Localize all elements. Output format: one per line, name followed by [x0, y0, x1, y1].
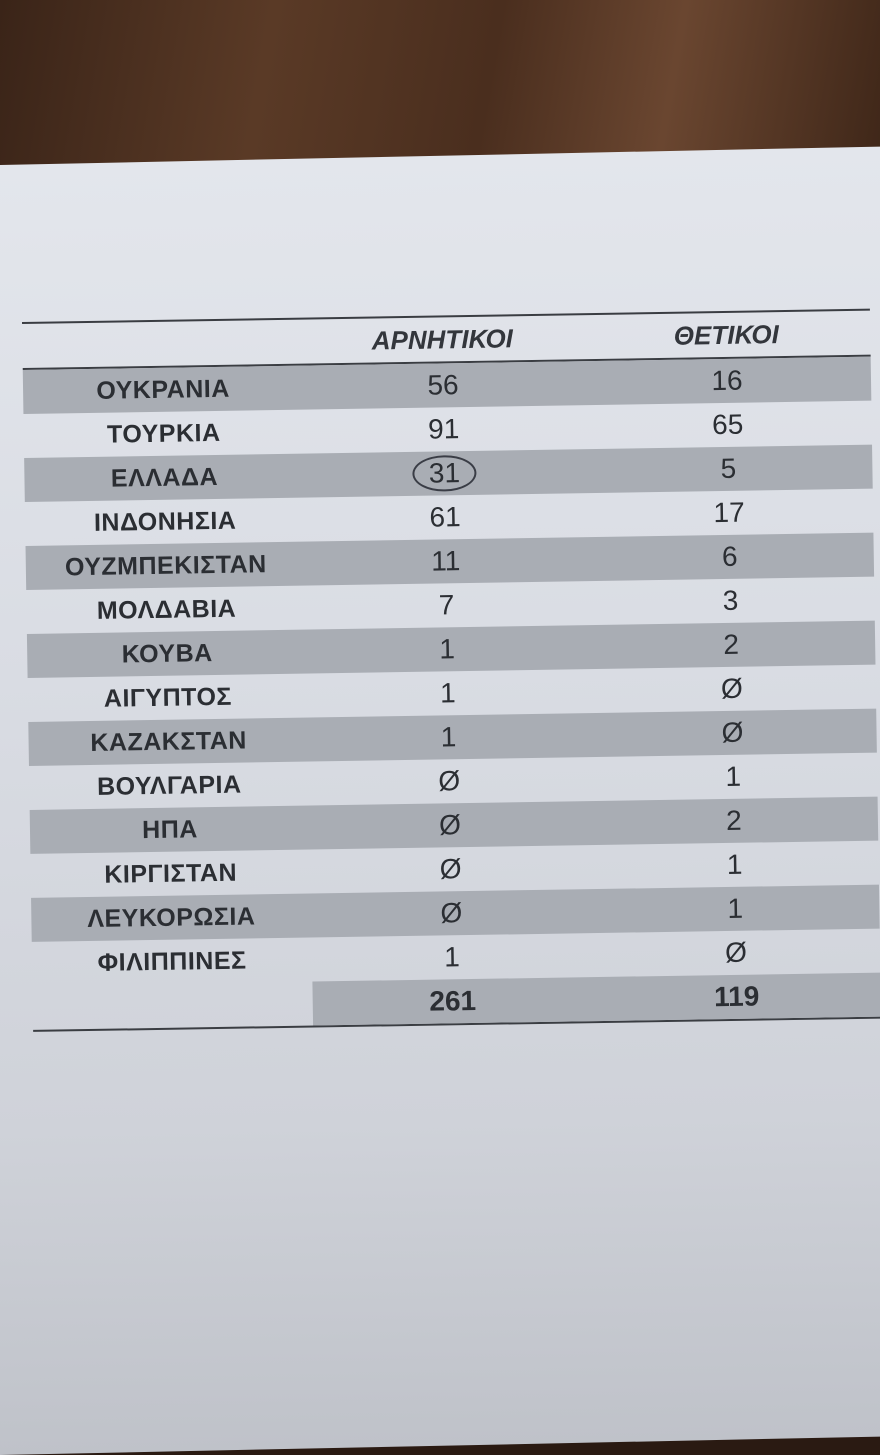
results-table: ΑΡΝΗΤΙΚΟΙ ΘΕΤΙΚΟΙ ΟΥΚΡΑΝΙΑ 56 16 ΤΟΥΡΚΙΑ 91 6…	[22, 308, 880, 1032]
positive-count: 1	[726, 848, 743, 880]
positive-count: 1	[727, 892, 744, 924]
header-positive: ΘΕΤΙΚΟΙ	[673, 318, 780, 351]
country-name: ΤΟΥΡΚΙΑ	[106, 418, 221, 449]
negative-count: Ø	[438, 765, 461, 797]
negative-count: 1	[443, 941, 461, 973]
country-name: ΟΥΖΜΠΕΚΙΣΤΑΝ	[64, 549, 267, 581]
positive-count: 1	[725, 760, 742, 793]
positive-count: 17	[713, 496, 745, 529]
country-name: ΛΕΥΚΟΡΩΣΙΑ	[87, 901, 256, 933]
positive-count: 2	[723, 628, 740, 661]
header-country	[22, 342, 302, 346]
negative-count: 91	[427, 413, 460, 445]
positive-count: 3	[722, 584, 739, 617]
negative-count: 56	[427, 369, 459, 401]
header-negative: ΑΡΝΗΤΙΚΟΙ	[371, 322, 514, 356]
country-name: ΑΙΓΥΠΤΟΣ	[103, 682, 233, 713]
negative-count: 61	[429, 501, 461, 533]
negative-count: Ø	[440, 897, 463, 929]
total-negative: 261	[429, 984, 477, 1017]
country-name: ΚΟΥΒΑ	[121, 638, 213, 668]
total-positive: 119	[713, 980, 760, 1013]
country-name: ΚΙΡΓΙΣΤΑΝ	[104, 858, 238, 889]
negative-count: 11	[431, 545, 461, 577]
positive-count: Ø	[721, 716, 744, 749]
country-name: ΒΟΥΛΓΑΡΙΑ	[96, 770, 242, 801]
country-name: ΦΙΛΙΠΠΙΝΕΣ	[97, 946, 247, 977]
country-name: ΙΝΔΟΝΗΣΙΑ	[93, 506, 237, 537]
negative-count: Ø	[438, 809, 462, 841]
positive-count: 2	[725, 804, 742, 836]
negative-count: 7	[438, 589, 455, 621]
positive-count: 16	[711, 364, 743, 397]
country-name: ΕΛΛΑΔΑ	[110, 462, 219, 493]
positive-count: 6	[721, 540, 738, 573]
positive-count: Ø	[720, 672, 743, 705]
country-name: ΜΟΛΔΑΒΙΑ	[96, 594, 237, 625]
negative-count: 1	[439, 633, 456, 665]
country-name: ΚΑΖΑΚΣΤΑΝ	[90, 726, 248, 757]
country-name: ΗΠΑ	[141, 814, 199, 844]
negative-count: 1	[439, 677, 456, 709]
negative-count: Ø	[439, 853, 462, 885]
positive-count: 5	[720, 452, 737, 485]
negative-count: 31	[304, 454, 584, 492]
country-name: ΟΥΚΡΑΝΙΑ	[96, 374, 230, 405]
negative-count: 1	[440, 721, 457, 753]
negative-count-circled: 31	[412, 454, 477, 492]
positive-count: 65	[711, 408, 744, 441]
positive-count: Ø	[724, 936, 748, 969]
